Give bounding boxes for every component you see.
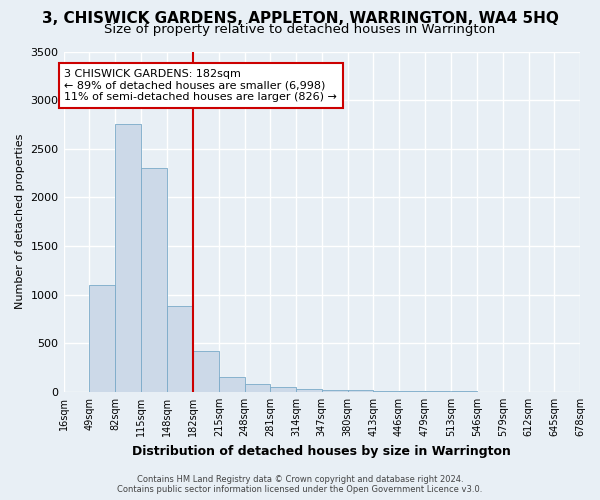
Bar bbox=[399, 391, 425, 392]
Text: 3 CHISWICK GARDENS: 182sqm
← 89% of detached houses are smaller (6,998)
11% of s: 3 CHISWICK GARDENS: 182sqm ← 89% of deta… bbox=[64, 69, 337, 102]
Bar bbox=[270, 387, 296, 392]
Text: Size of property relative to detached houses in Warrington: Size of property relative to detached ho… bbox=[104, 22, 496, 36]
X-axis label: Distribution of detached houses by size in Warrington: Distribution of detached houses by size … bbox=[133, 444, 511, 458]
Bar bbox=[219, 378, 245, 392]
Bar bbox=[167, 306, 192, 392]
Bar bbox=[296, 389, 322, 392]
Bar bbox=[322, 390, 347, 392]
Bar bbox=[115, 124, 141, 392]
Bar bbox=[347, 390, 373, 392]
Text: Contains HM Land Registry data © Crown copyright and database right 2024.
Contai: Contains HM Land Registry data © Crown c… bbox=[118, 474, 482, 494]
Bar bbox=[373, 391, 399, 392]
Bar bbox=[193, 351, 219, 392]
Y-axis label: Number of detached properties: Number of detached properties bbox=[15, 134, 25, 310]
Bar bbox=[141, 168, 167, 392]
Bar bbox=[89, 285, 115, 392]
Text: 3, CHISWICK GARDENS, APPLETON, WARRINGTON, WA4 5HQ: 3, CHISWICK GARDENS, APPLETON, WARRINGTO… bbox=[41, 11, 559, 26]
Bar bbox=[245, 384, 270, 392]
